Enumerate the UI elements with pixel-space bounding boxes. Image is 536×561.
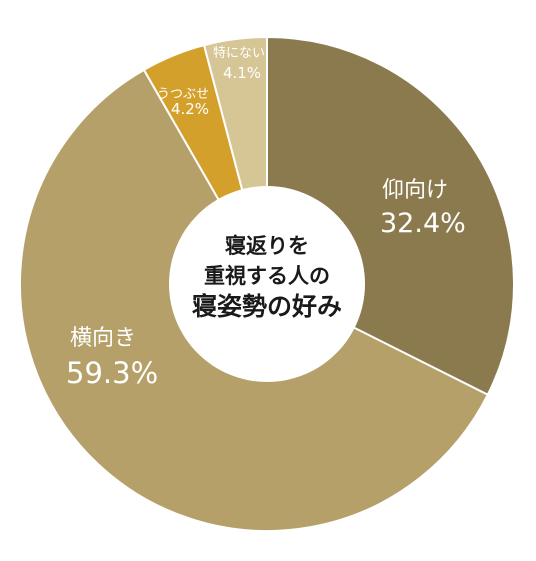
slice-value-none: 4.1% xyxy=(223,64,261,82)
center-title-line-2: 重視する人の xyxy=(204,264,330,288)
slice-value-prone: 4.2% xyxy=(171,100,209,118)
slice-label-supine: 仰向け xyxy=(382,178,448,203)
center-title-line-3: 寝姿勢の好み xyxy=(192,292,342,321)
center-title-line-1: 寝返りを xyxy=(225,234,309,258)
donut-hole xyxy=(169,186,365,382)
slice-value-side: 59.3% xyxy=(66,356,158,390)
slice-label-prone: うつぶせ xyxy=(157,87,209,102)
slice-label-side: 横向き xyxy=(70,326,136,351)
slice-value-supine: 32.4% xyxy=(380,208,466,239)
slice-label-none: 特にない xyxy=(213,46,265,61)
